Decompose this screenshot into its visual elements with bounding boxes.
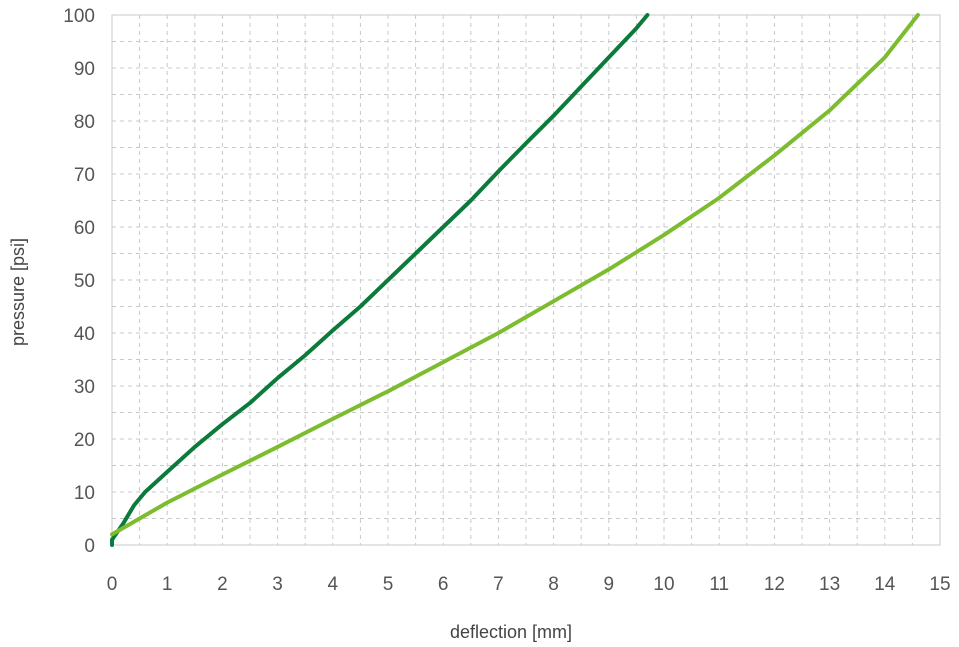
series-line-2 bbox=[110, 13, 920, 537]
y-axis-title: pressure [psi] bbox=[8, 238, 28, 346]
x-tick-label: 0 bbox=[107, 574, 118, 595]
plot-area-border bbox=[111, 14, 941, 546]
series-group bbox=[110, 13, 920, 547]
x-tick-label: 11 bbox=[709, 574, 729, 595]
grid bbox=[112, 15, 940, 545]
y-tick-label: 60 bbox=[74, 218, 95, 239]
x-tick-label: 13 bbox=[819, 574, 840, 595]
x-tick-label: 4 bbox=[328, 574, 339, 595]
x-axis-title: deflection [mm] bbox=[450, 622, 572, 642]
x-tick-label: 9 bbox=[604, 574, 615, 595]
x-tick-label: 2 bbox=[217, 574, 228, 595]
x-tick-label: 3 bbox=[272, 574, 283, 595]
y-tick-label: 30 bbox=[74, 377, 95, 398]
x-axis-tick-labels: 0 1 2 3 4 5 6 7 8 9 10 11 12 13 14 15 bbox=[107, 574, 951, 595]
y-tick-label: 10 bbox=[74, 483, 95, 504]
y-axis-tick-labels: 0 10 20 30 40 50 60 70 80 90 100 bbox=[63, 6, 95, 557]
x-tick-label: 15 bbox=[929, 574, 950, 595]
x-tick-label: 6 bbox=[438, 574, 449, 595]
y-tick-label: 100 bbox=[63, 6, 95, 27]
y-tick-label: 50 bbox=[74, 271, 95, 292]
y-tick-label: 0 bbox=[84, 536, 95, 557]
x-tick-label: 12 bbox=[764, 574, 785, 595]
y-tick-label: 40 bbox=[74, 324, 95, 345]
series-line-1 bbox=[110, 13, 650, 547]
y-tick-label: 70 bbox=[74, 165, 95, 186]
y-tick-label: 90 bbox=[74, 59, 95, 80]
y-tick-label: 20 bbox=[74, 430, 95, 451]
x-tick-label: 7 bbox=[493, 574, 504, 595]
x-tick-label: 5 bbox=[383, 574, 394, 595]
y-tick-label: 80 bbox=[74, 112, 95, 133]
x-tick-label: 8 bbox=[548, 574, 559, 595]
x-tick-label: 14 bbox=[874, 574, 896, 595]
x-tick-label: 10 bbox=[653, 574, 674, 595]
x-tick-label: 1 bbox=[162, 574, 173, 595]
